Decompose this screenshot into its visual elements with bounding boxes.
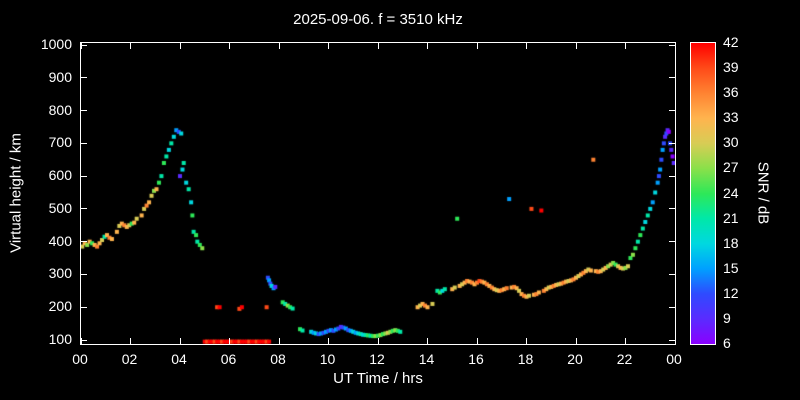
colorbar-tick-label: 12	[723, 284, 739, 301]
y-tick-label: 700	[48, 134, 72, 151]
x-tick-mark	[427, 338, 428, 344]
y-tick-mark	[81, 77, 87, 79]
x-tick-mark	[674, 338, 676, 344]
x-tick-mark	[179, 43, 181, 49]
chart-title: 2025-09-06. f = 3510 kHz	[293, 11, 463, 28]
y-tick-mark	[81, 306, 87, 308]
x-tick-label: 00	[666, 351, 682, 367]
colorbar-tick-label: 33	[723, 109, 739, 126]
y-tick-label: 800	[48, 101, 72, 118]
colorbar-tick-label: 36	[723, 84, 739, 101]
y-tick-mark	[669, 208, 675, 210]
x-tick-label: 18	[517, 351, 534, 367]
x-tick-mark	[80, 43, 82, 49]
colorbar-tick-label: 21	[723, 209, 739, 226]
x-tick-mark	[625, 43, 626, 49]
x-tick-mark	[80, 338, 82, 344]
y-tick-mark	[81, 241, 87, 243]
colorbar-tick-label: 39	[723, 59, 739, 76]
x-tick-mark	[278, 43, 280, 49]
y-axis-label: Virtual height / km	[7, 133, 25, 253]
colorbar-tick-label: 15	[723, 259, 739, 276]
y-tick-mark	[81, 110, 87, 112]
y-tick-label: 600	[48, 167, 72, 184]
y-tick-mark	[669, 339, 675, 341]
x-tick-mark	[130, 43, 131, 49]
x-tick-mark	[130, 338, 131, 344]
y-tick-label: 1000	[40, 36, 72, 52]
x-tick-label: 14	[418, 351, 435, 367]
colorbar-gradient	[691, 43, 715, 344]
colorbar-tick-label: 9	[723, 309, 731, 326]
x-tick-label: 02	[121, 351, 138, 367]
x-tick-mark	[427, 43, 428, 49]
x-tick-label: 12	[369, 351, 385, 367]
colorbar-tick-label: 42	[723, 34, 739, 50]
x-tick-label: 06	[220, 351, 237, 367]
y-tick-mark	[81, 273, 87, 275]
colorbar-tick-label: 6	[723, 335, 731, 351]
x-tick-mark	[179, 338, 181, 344]
x-tick-mark	[625, 338, 626, 344]
colorbar-tick-label: 18	[723, 234, 739, 251]
x-tick-mark	[476, 338, 478, 344]
colorbar-tick-label: 30	[723, 134, 739, 151]
y-tick-label: 900	[48, 68, 72, 85]
y-tick-mark	[669, 44, 675, 46]
x-tick-label: 10	[319, 351, 336, 367]
y-tick-mark	[669, 175, 675, 177]
x-tick-label: 04	[171, 351, 187, 367]
x-tick-label: 22	[616, 351, 633, 367]
y-tick-label: 100	[48, 331, 72, 347]
x-tick-mark	[476, 43, 478, 49]
y-tick-mark	[669, 142, 675, 144]
y-tick-label: 200	[48, 298, 72, 315]
x-tick-label: 00	[72, 351, 88, 367]
x-tick-mark	[229, 338, 230, 344]
x-tick-mark	[328, 338, 329, 344]
plot-area	[80, 42, 676, 345]
x-tick-mark	[229, 43, 230, 49]
x-tick-mark	[526, 43, 527, 49]
x-tick-mark	[278, 338, 280, 344]
y-tick-mark	[81, 175, 87, 177]
x-tick-mark	[377, 43, 379, 49]
scatter-canvas	[81, 43, 675, 344]
y-tick-mark	[81, 339, 87, 341]
y-tick-mark	[669, 77, 675, 79]
y-tick-mark	[81, 142, 87, 144]
y-tick-mark	[669, 306, 675, 308]
y-tick-label: 400	[48, 232, 72, 249]
x-tick-mark	[575, 43, 577, 49]
y-tick-mark	[669, 241, 675, 243]
colorbar-tick-label: 24	[723, 184, 739, 201]
x-tick-mark	[575, 338, 577, 344]
y-tick-mark	[669, 110, 675, 112]
y-tick-mark	[669, 273, 675, 275]
x-tick-mark	[328, 43, 329, 49]
x-tick-label: 16	[468, 351, 484, 367]
x-tick-mark	[526, 338, 527, 344]
x-tick-label: 20	[567, 351, 583, 367]
colorbar-tick-label: 27	[723, 159, 739, 176]
x-tick-label: 08	[270, 351, 286, 367]
colorbar	[690, 42, 716, 345]
y-tick-mark	[81, 208, 87, 210]
y-tick-label: 500	[48, 199, 72, 216]
y-tick-mark	[81, 44, 87, 46]
x-tick-mark	[674, 43, 676, 49]
y-tick-label: 300	[48, 265, 72, 282]
x-axis-label: UT Time / hrs	[333, 370, 423, 387]
colorbar-label: SNR / dB	[754, 161, 772, 225]
x-tick-mark	[377, 338, 379, 344]
